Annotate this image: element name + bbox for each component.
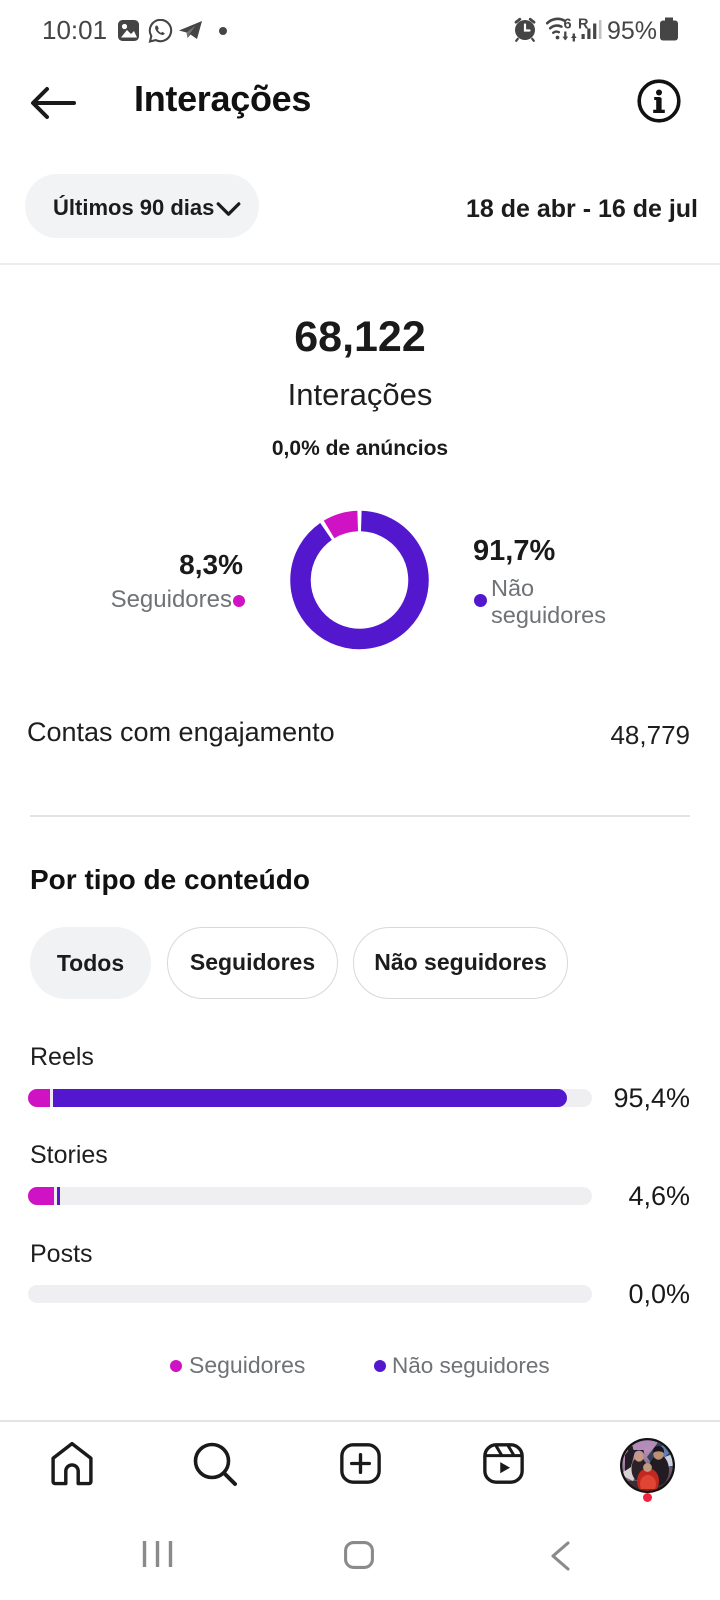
svg-text:R: R	[578, 17, 589, 33]
svg-text:6: 6	[564, 17, 572, 33]
